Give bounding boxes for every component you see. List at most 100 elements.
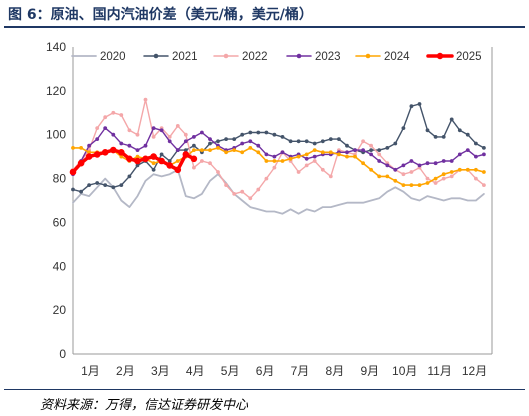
data-point [208,141,212,146]
data-point [393,167,398,172]
y-tick-label: 120 [46,84,66,98]
data-point [409,159,414,163]
series-2025 [69,146,198,176]
data-point [87,150,91,155]
data-point [457,128,462,133]
data-point [95,181,100,185]
x-tick-label: 2月 [116,364,135,378]
data-point [175,124,180,128]
data-point [167,135,172,139]
data-point [361,148,365,152]
data-point [240,189,245,194]
data-point [449,174,454,179]
data-point [474,167,478,172]
data-point [264,152,269,157]
data-point [264,176,269,181]
legend-marker [223,53,229,59]
data-point [240,141,245,146]
legend-marker [365,53,371,59]
data-point [296,154,301,159]
x-tick-label: 1月 [81,364,100,378]
data-point [93,151,101,158]
data-point [79,189,83,194]
data-point [482,183,486,188]
data-point [150,153,157,160]
data-point [385,174,390,179]
data-point [401,126,406,130]
data-point [361,161,365,166]
data-point [142,155,149,163]
data-point [175,148,180,152]
data-point [182,151,190,158]
data-point [143,143,148,148]
data-point [174,166,182,174]
data-point [353,154,357,159]
data-point [457,152,462,157]
legend-item-2024: 2024 [355,51,410,63]
data-point [103,126,108,130]
data-point [127,128,132,133]
data-point [200,159,204,163]
data-point [441,135,446,139]
data-point [71,146,75,150]
data-point [345,143,349,148]
x-tick-label: 11月 [427,364,451,378]
data-point [256,130,261,135]
data-point [337,152,341,157]
data-point [159,152,164,157]
series-line [71,148,196,174]
data-point [159,128,164,133]
data-point [474,176,478,181]
data-point [385,163,390,168]
data-point [320,139,325,144]
line-chart: 0 20 40 60 80 100 120 140 1月 2月 3月 4月 5月 6月 7月 8月 9月 10月 1… [46,40,493,378]
data-point [208,137,212,141]
data-point [95,137,100,141]
legend-item-2025: 2025 [426,51,482,63]
y-tick-label: 60 [53,215,67,229]
data-point [183,148,188,152]
data-point [417,183,422,188]
data-point [166,162,173,169]
data-point [401,163,406,168]
x-tick-label: 4月 [186,364,205,378]
data-point [151,126,156,130]
data-point [87,183,91,188]
data-point [425,176,430,181]
data-point [296,139,301,144]
data-point [110,146,117,154]
figure-title: 图 6：原油、国内汽油价差（美元/桶，美元/桶） [8,7,313,23]
data-point [328,174,333,179]
data-point [85,153,93,160]
data-point [135,154,140,159]
data-point [232,192,237,196]
data-point [240,132,245,137]
data-point [361,139,365,144]
data-point [192,143,196,148]
x-tick-label: 3月 [151,364,170,378]
data-point [200,148,204,152]
data-point [474,141,478,146]
data-point [95,126,100,130]
data-point [264,130,269,135]
data-point [167,139,172,144]
data-point [449,159,454,163]
data-point [385,146,390,150]
data-point [192,135,196,139]
data-point [482,146,486,150]
data-point [248,196,253,201]
data-point [248,130,253,135]
data-point [409,183,414,188]
legend-label: 2024 [384,51,410,63]
data-point [393,178,398,183]
data-point [119,154,124,159]
x-tick-label: 5月 [221,364,240,378]
data-point [79,146,83,150]
legend-marker [153,53,159,59]
data-point [232,137,237,141]
data-point [377,174,382,179]
y-tick-label: 20 [53,303,67,317]
data-point [377,152,382,157]
legend-label: 2022 [242,51,268,63]
data-point [441,159,446,163]
